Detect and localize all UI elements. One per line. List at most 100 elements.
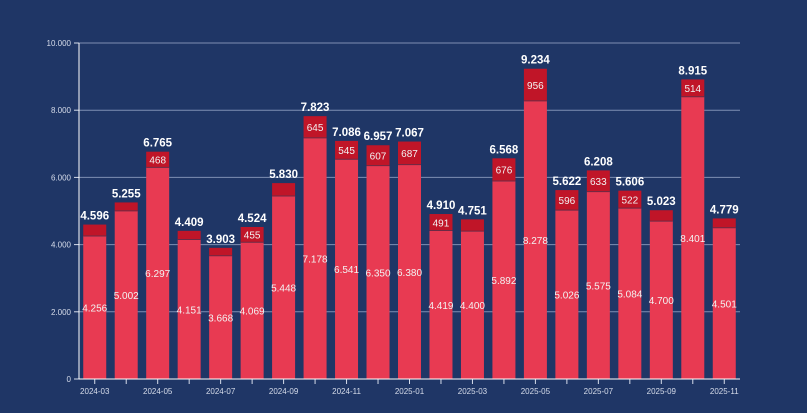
y-tick-label: 2.000 — [51, 308, 72, 317]
top-segment-label: 491 — [433, 218, 450, 229]
x-tick-label: 2024-09 — [269, 387, 299, 396]
bar-base — [209, 255, 233, 379]
base-segment-label: 3.668 — [208, 313, 233, 324]
bar-top — [586, 170, 610, 192]
y-tick-label: 4.000 — [51, 241, 72, 250]
bar-base — [555, 210, 579, 379]
bar-top — [618, 190, 642, 209]
base-segment-label: 4.400 — [460, 301, 485, 312]
bar-base — [240, 242, 264, 379]
bar-base — [523, 100, 547, 380]
total-label: 5.023 — [647, 196, 676, 208]
total-label: 7.823 — [301, 102, 330, 114]
total-label: 3.903 — [206, 234, 235, 246]
x-tick-label: 2024-11 — [332, 387, 361, 396]
x-tick-label: 2025-01 — [395, 387, 425, 396]
bar-base — [83, 235, 107, 379]
bar-base — [303, 137, 327, 379]
bar-top — [209, 247, 233, 256]
base-segment-label: 5.002 — [114, 291, 139, 302]
top-segment-label: 687 — [401, 149, 418, 160]
total-label: 4.751 — [458, 205, 487, 217]
bar-base — [712, 227, 736, 379]
base-segment-label: 6.297 — [145, 269, 170, 280]
total-label: 7.086 — [332, 127, 361, 139]
bar-base — [492, 181, 516, 379]
bar-top — [114, 202, 138, 211]
y-tick-label: 6.000 — [51, 173, 72, 182]
bar-base — [114, 210, 138, 379]
top-segment-label: 607 — [370, 151, 387, 162]
top-segment-label: 676 — [496, 166, 513, 177]
bar-top — [555, 190, 579, 211]
bar-top — [83, 224, 107, 236]
base-segment-label: 6.350 — [366, 268, 391, 279]
bar-top — [429, 214, 453, 231]
bar-base — [586, 191, 610, 379]
bar-top — [712, 218, 736, 228]
x-tick-label: 2024-05 — [143, 387, 173, 396]
bar-top — [146, 151, 170, 168]
bar-top — [523, 68, 547, 101]
total-label: 6.208 — [584, 156, 613, 168]
bar-top — [366, 145, 390, 166]
total-label: 5.830 — [269, 169, 298, 181]
bar-top — [177, 230, 201, 240]
base-segment-label: 5.892 — [491, 276, 516, 287]
bar-top — [649, 210, 673, 222]
base-segment-label: 4.151 — [177, 305, 202, 316]
x-tick-label: 2024-07 — [206, 387, 236, 396]
bar-top — [272, 183, 296, 196]
total-label: 9.234 — [521, 55, 550, 67]
bar-base — [366, 165, 390, 379]
x-tick-label: 2025-09 — [647, 387, 677, 396]
total-label: 8.915 — [678, 65, 707, 77]
bar-top — [460, 219, 484, 232]
bar-top — [335, 140, 359, 160]
bar-top — [240, 226, 264, 243]
total-label: 4.409 — [175, 217, 204, 229]
total-label: 5.606 — [615, 177, 644, 189]
base-segment-label: 8.278 — [523, 236, 548, 247]
bar-base — [398, 164, 421, 379]
x-tick-label: 2025-03 — [458, 387, 488, 396]
base-segment-label: 8.401 — [680, 234, 705, 245]
total-label: 6.568 — [490, 144, 519, 156]
x-tick-label: 2025-11 — [710, 387, 739, 396]
total-label: 4.596 — [80, 211, 109, 223]
bar-base — [681, 96, 705, 379]
base-segment-label: 4.419 — [428, 301, 453, 312]
base-segment-label: 5.575 — [586, 281, 611, 292]
top-segment-label: 545 — [338, 146, 355, 157]
top-segment-label: 522 — [621, 195, 638, 206]
top-segment-label: 956 — [527, 81, 544, 92]
x-tick-label: 2025-07 — [584, 387, 614, 396]
bar-base — [177, 239, 201, 379]
bar-base — [272, 195, 296, 379]
base-segment-label: 7.178 — [303, 254, 328, 265]
bar-base — [460, 231, 484, 379]
base-segment-label: 5.084 — [617, 290, 642, 301]
bar-top — [303, 116, 327, 138]
base-segment-label: 6.380 — [397, 268, 422, 279]
top-segment-label: 455 — [244, 231, 261, 242]
data-labels: 4.596 4.256 5.255 5.002 6.765 468 6.297 4.409 4.… — [80, 55, 738, 325]
bar-base — [649, 221, 673, 379]
base-segment-label: 4.501 — [712, 299, 737, 310]
total-label: 5.255 — [112, 188, 141, 200]
y-tick-label: 8.000 — [51, 106, 72, 115]
total-label: 6.957 — [364, 131, 393, 143]
base-segment-label: 5.448 — [271, 283, 296, 294]
bar-base — [335, 159, 359, 379]
total-label: 4.779 — [710, 204, 739, 216]
top-segment-label: 468 — [149, 156, 166, 167]
y-tick-label: 10.000 — [47, 39, 72, 48]
bar-top — [492, 158, 516, 182]
top-segment-label: 645 — [307, 123, 324, 134]
y-tick-label: 0 — [67, 375, 72, 384]
top-segment-label: 514 — [684, 84, 701, 95]
x-tick-label: 2024-03 — [80, 387, 110, 396]
x-tick-label: 2025-05 — [521, 387, 551, 396]
bar-top — [681, 79, 705, 97]
